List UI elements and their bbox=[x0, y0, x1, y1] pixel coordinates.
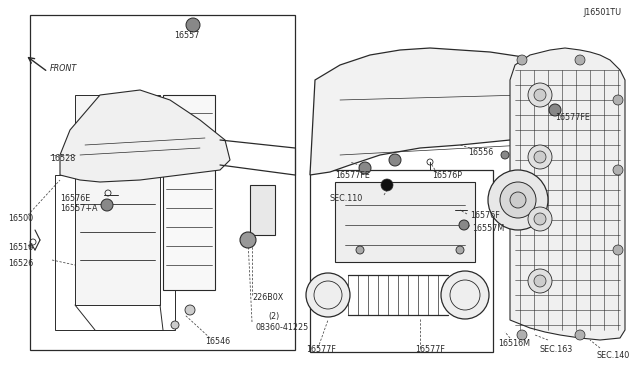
Text: 16557M: 16557M bbox=[472, 224, 504, 232]
Text: 16516: 16516 bbox=[8, 244, 33, 253]
Text: 16526: 16526 bbox=[8, 259, 33, 267]
Circle shape bbox=[240, 232, 256, 248]
Bar bbox=[55, 175, 175, 330]
Text: 16577FE: 16577FE bbox=[555, 112, 590, 122]
Text: 16576P: 16576P bbox=[432, 170, 462, 180]
Text: 16516M: 16516M bbox=[498, 340, 530, 349]
Text: 16557: 16557 bbox=[174, 31, 200, 39]
Text: 16577F: 16577F bbox=[306, 346, 336, 355]
Polygon shape bbox=[75, 95, 160, 305]
Circle shape bbox=[613, 165, 623, 175]
Circle shape bbox=[101, 199, 113, 211]
Bar bbox=[310, 170, 493, 352]
Circle shape bbox=[613, 245, 623, 255]
Circle shape bbox=[501, 151, 509, 159]
Circle shape bbox=[549, 104, 561, 116]
Text: 16500: 16500 bbox=[8, 214, 33, 222]
Text: 16576E: 16576E bbox=[60, 193, 90, 202]
Bar bbox=[163, 95, 215, 290]
Polygon shape bbox=[60, 90, 230, 182]
Circle shape bbox=[528, 145, 552, 169]
Circle shape bbox=[528, 269, 552, 293]
Circle shape bbox=[456, 246, 464, 254]
Circle shape bbox=[186, 18, 200, 32]
Text: SEC.140: SEC.140 bbox=[597, 352, 630, 360]
Circle shape bbox=[534, 89, 546, 101]
Circle shape bbox=[356, 246, 364, 254]
Circle shape bbox=[171, 321, 179, 329]
Circle shape bbox=[185, 305, 195, 315]
Text: 16577FE: 16577FE bbox=[335, 170, 370, 180]
Circle shape bbox=[613, 95, 623, 105]
Circle shape bbox=[534, 213, 546, 225]
Circle shape bbox=[534, 275, 546, 287]
Circle shape bbox=[488, 170, 548, 230]
Text: SEC.163: SEC.163 bbox=[540, 346, 573, 355]
Circle shape bbox=[459, 220, 469, 230]
Text: 16556: 16556 bbox=[468, 148, 493, 157]
Circle shape bbox=[528, 207, 552, 231]
Circle shape bbox=[575, 330, 585, 340]
Text: 16577F: 16577F bbox=[415, 346, 445, 355]
Circle shape bbox=[528, 83, 552, 107]
Text: 16546: 16546 bbox=[205, 337, 230, 346]
Text: 16528: 16528 bbox=[50, 154, 76, 163]
Bar bbox=[30, 15, 295, 350]
Circle shape bbox=[517, 55, 527, 65]
Circle shape bbox=[389, 154, 401, 166]
Circle shape bbox=[575, 55, 585, 65]
Circle shape bbox=[359, 162, 371, 174]
Circle shape bbox=[306, 273, 350, 317]
Circle shape bbox=[510, 192, 526, 208]
Text: (2): (2) bbox=[268, 311, 279, 321]
Text: 16557+A: 16557+A bbox=[60, 203, 97, 212]
Text: 16576F: 16576F bbox=[470, 211, 500, 219]
Text: J16501TU: J16501TU bbox=[584, 7, 622, 16]
Polygon shape bbox=[510, 48, 625, 340]
Text: SEC.110: SEC.110 bbox=[330, 193, 364, 202]
Circle shape bbox=[500, 182, 536, 218]
Circle shape bbox=[534, 151, 546, 163]
Circle shape bbox=[517, 330, 527, 340]
Text: FRONT: FRONT bbox=[50, 64, 77, 73]
Polygon shape bbox=[335, 182, 475, 262]
Circle shape bbox=[381, 179, 393, 191]
Polygon shape bbox=[250, 185, 275, 235]
Polygon shape bbox=[310, 48, 545, 175]
Text: 226B0X: 226B0X bbox=[252, 294, 284, 302]
Circle shape bbox=[441, 271, 489, 319]
Text: 08360-41225: 08360-41225 bbox=[255, 324, 308, 333]
